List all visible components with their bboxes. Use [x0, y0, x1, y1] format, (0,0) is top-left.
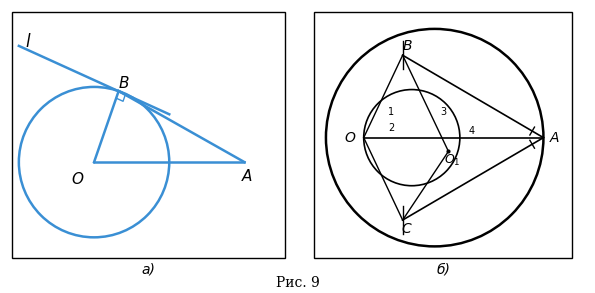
- Text: $A$: $A$: [241, 168, 253, 184]
- Text: а): а): [142, 263, 156, 277]
- Text: 4: 4: [468, 126, 474, 136]
- Text: $B$: $B$: [118, 75, 130, 91]
- Text: $C$: $C$: [402, 222, 413, 236]
- Text: $O$: $O$: [344, 131, 356, 145]
- Bar: [12, 12, 286, 258]
- Text: $O_1$: $O_1$: [444, 153, 460, 168]
- Text: $B$: $B$: [402, 39, 412, 53]
- Text: $A$: $A$: [549, 131, 560, 145]
- Text: 1: 1: [388, 108, 394, 117]
- Bar: [315, 12, 572, 258]
- Text: б): б): [436, 263, 450, 277]
- Text: 2: 2: [388, 123, 394, 134]
- Text: 3: 3: [441, 108, 447, 117]
- Text: $O$: $O$: [71, 171, 84, 187]
- Text: Рис. 9: Рис. 9: [275, 276, 320, 290]
- Text: $l$: $l$: [25, 33, 32, 51]
